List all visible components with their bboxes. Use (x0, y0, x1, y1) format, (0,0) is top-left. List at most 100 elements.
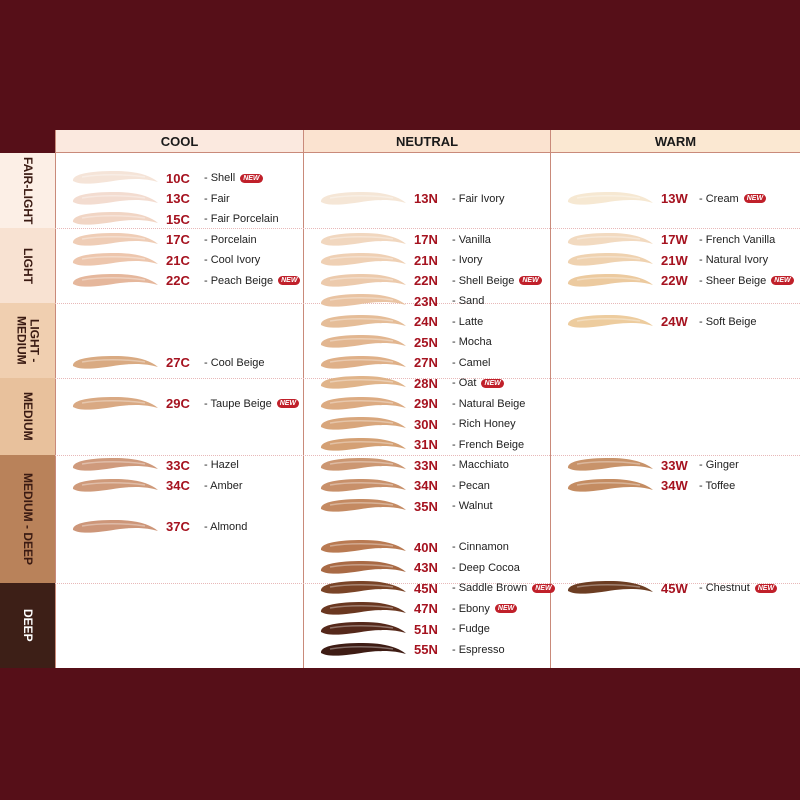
shade-item: 22N - Shell Beige NEW (318, 271, 542, 291)
swatch-stroke (72, 212, 158, 225)
shade-name: - Camel (452, 356, 491, 369)
swatch-stroke (320, 232, 406, 246)
shade-item: 33N - Macchiato (318, 455, 509, 475)
shade-name: - Shell Beige (452, 274, 515, 287)
new-badge: NEW (743, 194, 767, 203)
shade-item: 31N - French Beige (318, 435, 524, 455)
shade-code: 22C (166, 273, 190, 288)
swatch-stroke (72, 396, 158, 410)
column-cool (55, 153, 303, 668)
shade-name: - Almond (204, 520, 248, 533)
shade-chart (55, 130, 800, 668)
new-badge: NEW (532, 583, 555, 593)
shade-code: 17C (166, 232, 190, 247)
shade-item: 34N - Pecan (318, 476, 490, 496)
new-badge: NEW (754, 583, 778, 593)
shade-item: 17C - Porcelain (70, 230, 257, 250)
row-label-text: LIGHT (21, 247, 35, 284)
swatch-stroke (72, 171, 158, 184)
shade-name: - Chestnut (699, 582, 750, 594)
row-label-text: MEDIUM - DEEP (21, 472, 35, 565)
row-label-text: LIGHT -MEDIUM (14, 316, 42, 365)
row-label-text: DEEP (21, 609, 35, 642)
swatch-stroke (72, 253, 158, 266)
shade-code: 43N (414, 560, 438, 575)
shade-item: 43N - Deep Cocoa (318, 558, 520, 578)
swatch-stroke (320, 294, 406, 307)
shade-name: - Espresso (452, 643, 505, 656)
shade-code: 17W (661, 232, 688, 247)
shade-name: - Toffee (699, 479, 736, 492)
shade-code: 27C (166, 355, 190, 370)
shade-name: - Taupe Beige (204, 397, 272, 410)
shade-name: - Macchiato (452, 459, 509, 471)
shade-name: - Saddle Brown (452, 582, 528, 594)
shade-item: 22C - Peach Beige NEW (70, 271, 301, 291)
shade-item: 37C - Almond (70, 517, 247, 537)
column-warm (550, 153, 800, 668)
shade-item: 27C - Cool Beige (70, 353, 265, 373)
shade-name: - Mocha (452, 336, 492, 348)
column-neutral (303, 153, 550, 668)
shade-item: 21C - Cool Ivory (70, 250, 260, 270)
swatch-stroke (320, 642, 406, 656)
shade-item: 33C - Hazel (70, 455, 239, 475)
new-badge: NEW (771, 276, 794, 285)
column-header-neutral: NEUTRAL (303, 130, 550, 153)
row-label-text: FAIR-LIGHT (21, 156, 35, 225)
new-badge: NEW (519, 276, 542, 285)
row-label: LIGHT -MEDIUM (0, 303, 55, 378)
shade-code: 33W (661, 457, 688, 473)
swatch-stroke (320, 273, 406, 287)
shade-code: 45N (414, 580, 438, 596)
row-label: MEDIUM - DEEP (0, 455, 55, 583)
new-badge: NEW (278, 276, 301, 285)
shade-code: 34N (414, 478, 438, 493)
shade-name: - Oat (452, 377, 477, 389)
shade-code: 27N (414, 355, 438, 370)
new-badge: NEW (276, 399, 300, 408)
shade-name: - Cream (699, 192, 739, 205)
swatch-stroke (320, 560, 406, 574)
shade-name: - Latte (452, 315, 484, 328)
shade-name: - Sheer Beige (699, 274, 767, 287)
shade-code: 21W (661, 252, 688, 268)
shade-item: 55N - Espresso (318, 640, 505, 660)
shade-code: 13W (661, 191, 688, 206)
shade-name: - Natural Ivory (699, 254, 769, 266)
shade-name: - Hazel (204, 459, 239, 471)
shade-code: 13C (166, 191, 190, 206)
shade-code: 37C (166, 519, 190, 534)
shade-name: - Cool Beige (204, 356, 265, 369)
row-label: FAIR-LIGHT (0, 153, 55, 228)
new-badge: NEW (481, 378, 504, 388)
swatch-stroke (320, 478, 406, 492)
shade-item: 29C - Taupe Beige NEW (70, 394, 300, 414)
swatch-stroke (567, 191, 653, 205)
shade-name: - Ivory (452, 254, 483, 266)
swatch-stroke (320, 458, 406, 471)
shade-item: 13W - Cream NEW (565, 189, 767, 209)
new-badge: NEW (494, 604, 518, 613)
shade-item: 35N - Walnut (318, 496, 493, 516)
shade-item: 51N - Fudge (318, 619, 490, 639)
shade-code: 29C (166, 396, 190, 411)
row-label: MEDIUM (0, 378, 55, 455)
shade-item: 23N - Sand (318, 291, 484, 311)
shade-item: 40N - Cinnamon (318, 537, 509, 557)
swatch-stroke (567, 253, 653, 266)
shade-code: 51N (414, 621, 438, 637)
shade-name: - Fudge (452, 623, 490, 635)
swatch-stroke (72, 191, 158, 205)
shade-name: - Ginger (699, 459, 739, 471)
swatch-stroke (320, 622, 406, 635)
shade-item: 22W - Sheer Beige NEW (565, 271, 794, 291)
shade-code: 35N (414, 498, 438, 514)
shade-code: 29N (414, 396, 438, 411)
swatch-stroke (320, 540, 406, 553)
shade-code: 47N (414, 601, 438, 616)
shade-code: 45W (661, 580, 688, 596)
swatch-stroke (567, 478, 653, 492)
shade-item: 45W - Chestnut NEW (565, 578, 778, 598)
shade-name: - Soft Beige (699, 315, 757, 328)
